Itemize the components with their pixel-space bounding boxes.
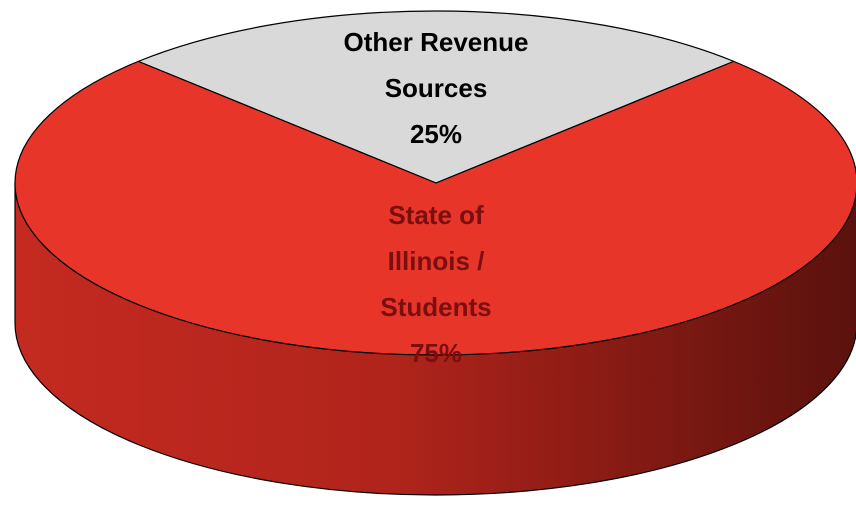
pie-slice [14, 60, 856, 356]
label-line: Other Revenue [344, 27, 529, 57]
value-label: 25% [410, 119, 462, 149]
value-label: 75% [410, 338, 462, 368]
label-line: Students [380, 292, 491, 322]
pie-slice [137, 10, 735, 184]
label-line: Illinois / [388, 246, 485, 276]
label-line: State of [388, 200, 484, 230]
slice-label: Other Revenue Sources [344, 27, 529, 103]
slice-label: State of Illinois / Students [380, 200, 491, 322]
label-line: Sources [385, 73, 488, 103]
